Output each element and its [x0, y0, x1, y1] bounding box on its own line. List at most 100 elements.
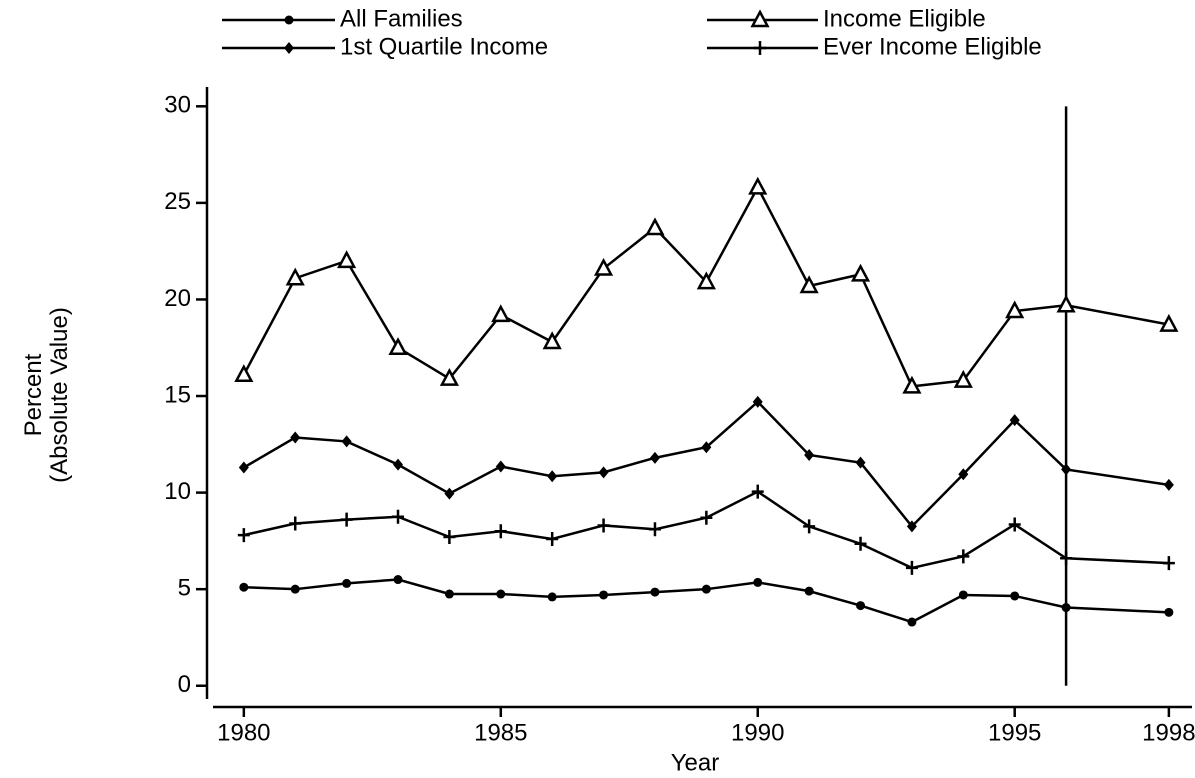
marker	[804, 586, 814, 596]
marker	[388, 337, 408, 355]
y-tick-label: 20	[164, 285, 191, 312]
marker	[958, 468, 969, 481]
series-line	[243, 490, 1169, 570]
marker	[753, 577, 763, 587]
marker	[1060, 551, 1073, 566]
marker	[542, 331, 562, 350]
marker	[234, 364, 254, 383]
marker	[750, 9, 770, 28]
series-line	[243, 578, 1169, 624]
marker	[597, 518, 610, 533]
marker	[393, 458, 404, 471]
marker	[340, 512, 353, 527]
marker	[1005, 300, 1025, 319]
x-tick-label: 1985	[474, 719, 527, 746]
marker	[1061, 463, 1072, 476]
marker	[907, 617, 917, 627]
x-tick-label: 1998	[1142, 719, 1195, 746]
y-tick-label: 30	[164, 92, 191, 119]
y-tick-label: 25	[164, 188, 191, 215]
marker	[645, 217, 665, 236]
marker	[854, 536, 867, 551]
marker	[902, 375, 922, 394]
marker	[804, 448, 815, 461]
legend-label: Income Eligible	[823, 5, 986, 32]
marker	[1056, 294, 1076, 313]
y-tick-label: 15	[164, 381, 191, 408]
marker	[284, 15, 294, 25]
marker	[906, 520, 917, 533]
marker	[649, 451, 660, 464]
marker	[1008, 517, 1021, 532]
marker	[752, 395, 763, 408]
marker	[290, 584, 300, 594]
legend-label: All Families	[340, 5, 463, 32]
y-axis-label-line: (Absolute Value)	[46, 307, 73, 483]
marker	[856, 601, 866, 611]
marker	[392, 509, 405, 524]
marker	[444, 589, 454, 599]
marker	[1061, 603, 1071, 613]
marker	[443, 530, 456, 545]
marker	[953, 369, 973, 388]
marker	[547, 592, 557, 602]
marker	[701, 584, 711, 594]
marker	[701, 441, 712, 454]
marker	[850, 263, 871, 282]
marker	[337, 250, 357, 269]
marker	[957, 549, 970, 564]
marker	[285, 267, 305, 286]
marker	[546, 531, 559, 546]
marker	[958, 590, 968, 600]
marker	[547, 470, 558, 483]
marker	[237, 528, 250, 543]
marker	[599, 590, 609, 600]
marker	[598, 466, 609, 479]
marker	[754, 41, 766, 55]
series-line	[242, 184, 1170, 388]
marker	[494, 524, 507, 539]
y-axis-label: Percent(Absolute Value)	[20, 307, 73, 483]
marker	[648, 522, 661, 537]
marker	[1159, 313, 1179, 332]
marker	[393, 575, 403, 585]
marker	[496, 589, 506, 599]
marker	[696, 271, 716, 290]
marker	[439, 368, 459, 386]
marker	[650, 587, 660, 597]
marker	[1009, 414, 1020, 427]
marker	[700, 510, 713, 525]
marker	[491, 304, 511, 323]
marker	[799, 275, 819, 294]
marker	[341, 435, 352, 448]
marker	[1010, 591, 1020, 601]
y-tick-label: 5	[178, 575, 191, 602]
y-tick-label: 0	[178, 671, 191, 698]
y-tick-label: 10	[164, 478, 191, 505]
marker	[289, 516, 302, 531]
x-axis-label: Year	[671, 749, 720, 776]
x-tick-label: 1980	[217, 719, 270, 746]
marker	[342, 578, 352, 588]
x-tick-label: 1995	[988, 719, 1041, 746]
marker	[593, 257, 614, 276]
marker	[905, 560, 918, 575]
marker	[238, 461, 249, 474]
marker	[495, 460, 506, 473]
marker	[1162, 556, 1175, 571]
legend-label: 1st Quartile Income	[340, 33, 548, 60]
marker	[751, 484, 764, 499]
marker	[290, 431, 301, 444]
y-axis-label-line: Percent	[20, 353, 47, 436]
series-line	[243, 400, 1170, 529]
legend-label: Ever Income Eligible	[823, 33, 1042, 60]
marker	[284, 42, 294, 54]
marker	[239, 582, 249, 592]
marker	[748, 176, 768, 195]
marker	[1163, 478, 1174, 491]
marker	[855, 456, 866, 469]
marker	[1164, 607, 1174, 617]
marker	[803, 519, 816, 534]
x-tick-label: 1990	[731, 719, 784, 746]
